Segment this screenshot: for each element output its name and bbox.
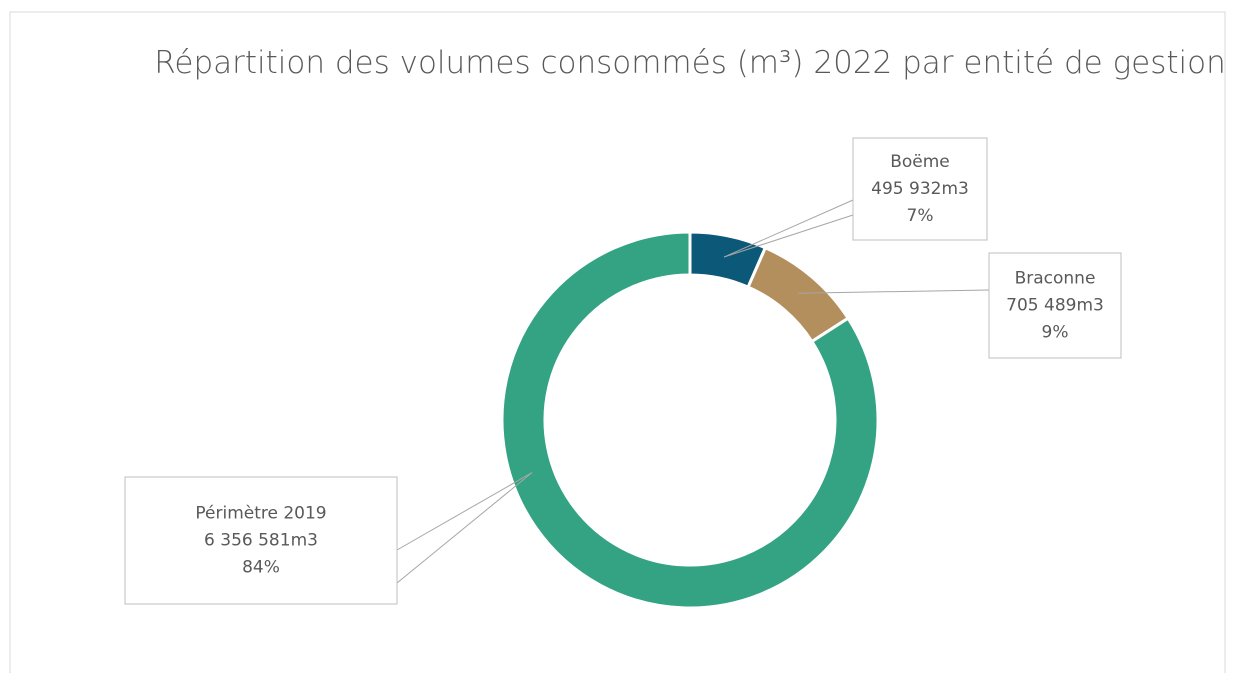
leader-line [797, 289, 990, 294]
label-box [988, 252, 1122, 359]
value-label: 6 356 581m3 [204, 531, 318, 551]
leader-line [723, 214, 854, 258]
category-label: Périmètre 2019 [195, 504, 326, 524]
label-box [124, 476, 398, 605]
percent-label: 84% [242, 558, 280, 578]
category-label: Braconne [1015, 269, 1096, 289]
label-box [852, 137, 988, 241]
leader-line [396, 472, 533, 584]
chart-frame [9, 11, 1226, 673]
category-label: Boëme [890, 152, 950, 172]
value-label: 705 489m3 [1006, 296, 1104, 316]
chart-title: Répartition des volumes consommés (m³) 2… [154, 45, 1226, 81]
percent-label: 9% [1042, 323, 1069, 343]
donut-slice [500, 230, 880, 610]
value-label: 495 932m3 [871, 179, 969, 199]
percent-label: 7% [907, 206, 934, 226]
leader-line [723, 199, 854, 258]
leader-line [396, 472, 533, 551]
